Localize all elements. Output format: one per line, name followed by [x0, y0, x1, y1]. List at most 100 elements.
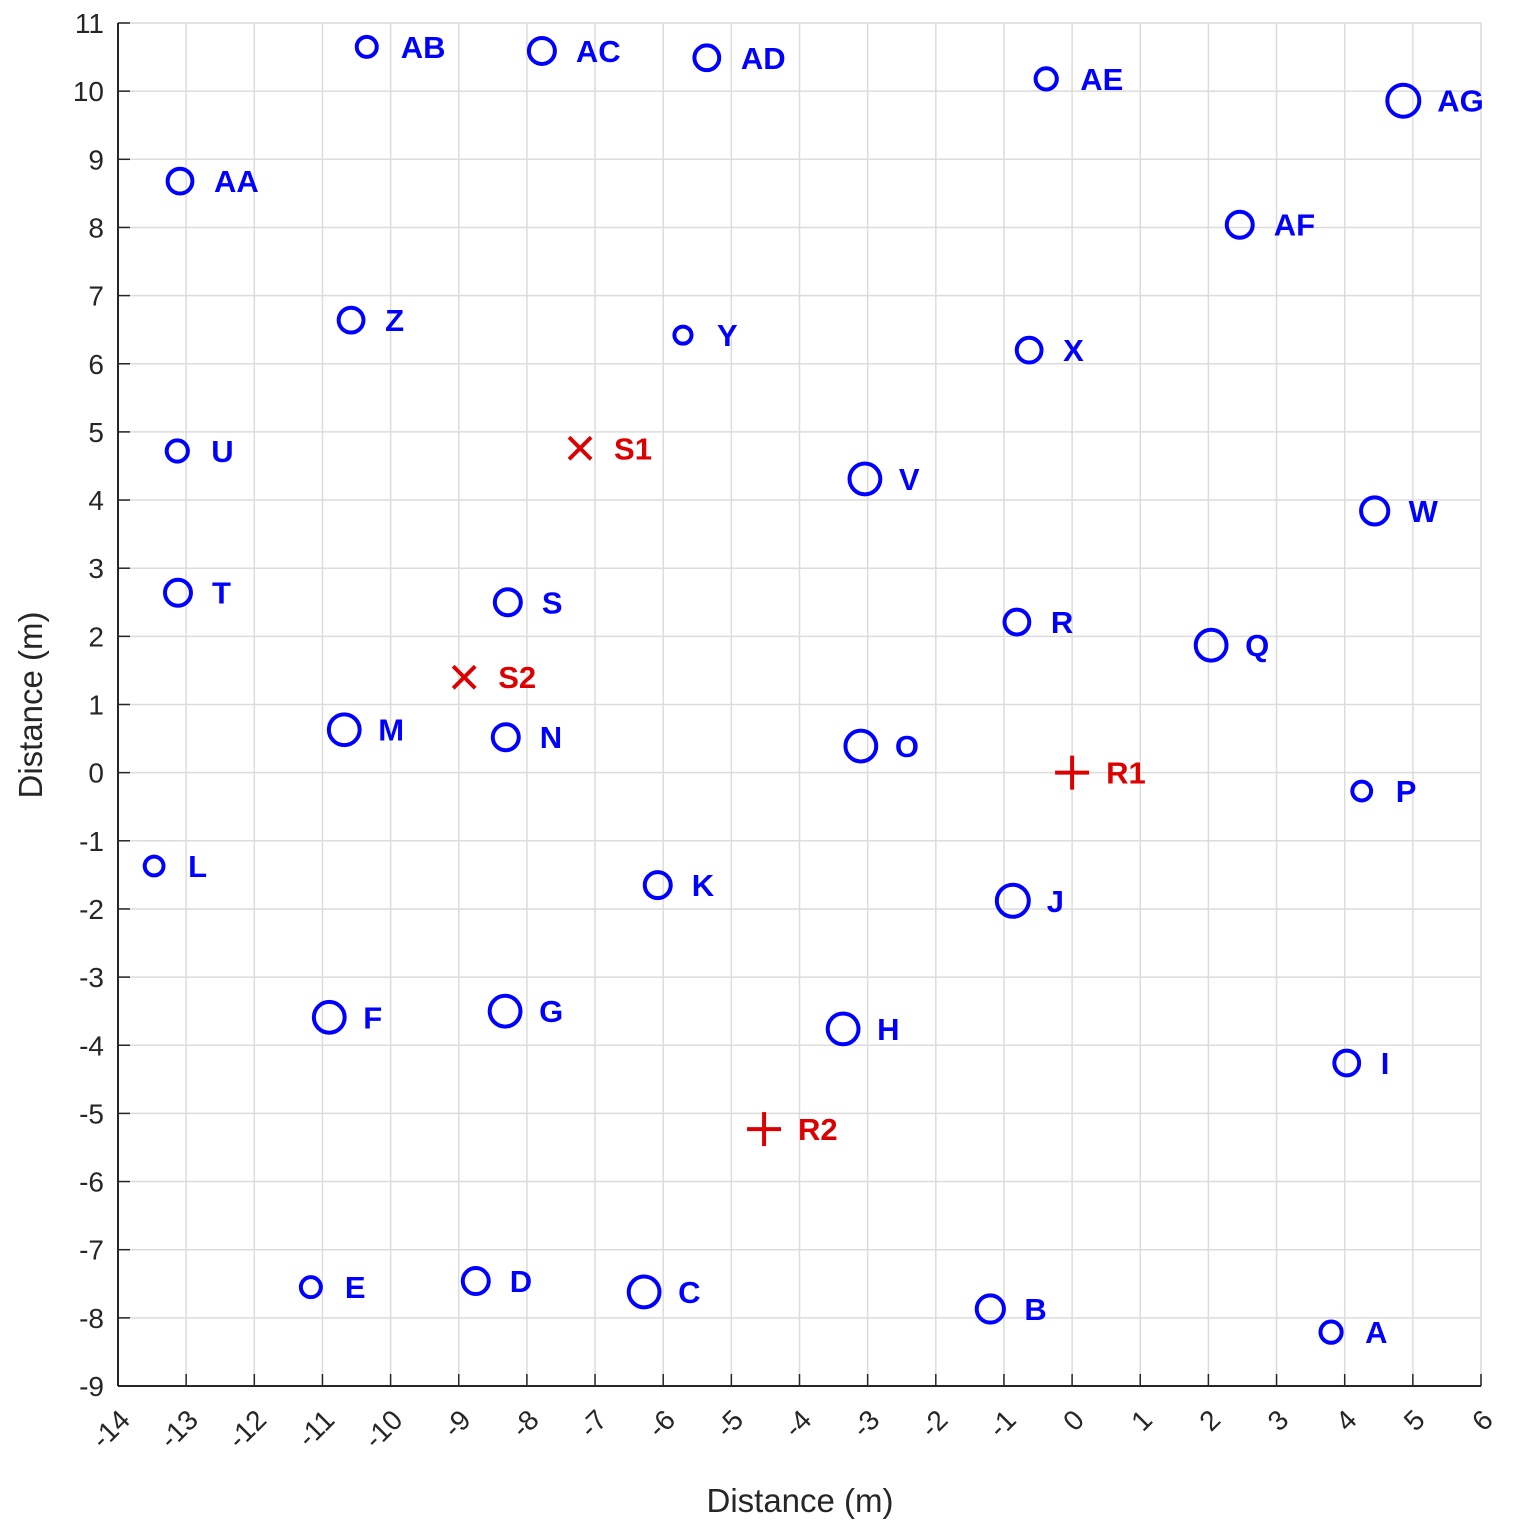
y-tick-label: -4: [79, 1030, 104, 1061]
x-tick-label: 5: [1398, 1404, 1431, 1437]
point-label: B: [1024, 1292, 1046, 1327]
x-tick-label: -5: [710, 1404, 750, 1444]
point-label: P: [1396, 774, 1417, 809]
x-tick-label: -11: [291, 1404, 340, 1453]
x-tick-label: -1: [982, 1404, 1022, 1444]
point-label: AG: [1437, 84, 1484, 119]
point-marker: [354, 34, 379, 59]
x-tick-label: -13: [154, 1404, 205, 1455]
point-marker: [1193, 627, 1229, 663]
point-label: V: [899, 462, 920, 497]
point-label: AD: [741, 41, 786, 76]
y-tick-label: -2: [79, 894, 104, 925]
y-axis-label: Distance (m): [12, 611, 49, 798]
point-label: M: [378, 713, 404, 748]
x-tick-label: -8: [505, 1404, 545, 1444]
point-label: I: [1381, 1046, 1390, 1081]
y-tick-label: -7: [79, 1235, 104, 1266]
point-marker: [847, 461, 883, 497]
y-tick-label: -1: [79, 826, 104, 857]
point-label: F: [363, 1000, 382, 1035]
point-label: S2: [498, 660, 536, 695]
point-label: A: [1365, 1315, 1387, 1350]
point-marker: [1359, 495, 1391, 527]
receiver-marker: [747, 1112, 782, 1147]
point-label: L: [188, 849, 207, 884]
y-tick-label: 0: [88, 758, 104, 789]
point-marker: [1385, 82, 1422, 119]
point-marker: [487, 993, 523, 1029]
point-marker: [336, 305, 366, 335]
x-tick-label: -9: [437, 1404, 477, 1444]
point-marker: [164, 438, 190, 464]
point-label: AF: [1274, 208, 1315, 243]
x-tick-label: -7: [573, 1404, 613, 1444]
x-tick-label: 2: [1193, 1404, 1226, 1437]
y-tick-label: 4: [88, 485, 104, 516]
source-marker: [451, 664, 477, 690]
point-label: AA: [214, 164, 259, 199]
point-label: X: [1063, 333, 1084, 368]
point-marker: [460, 1266, 491, 1297]
point-label: AE: [1080, 62, 1123, 97]
y-tick-label: -5: [79, 1098, 104, 1129]
point-marker: [526, 35, 557, 66]
point-marker: [1033, 66, 1059, 92]
point-marker: [825, 1011, 861, 1047]
point-marker: [492, 587, 523, 618]
x-axis-label: Distance (m): [706, 1482, 893, 1519]
x-tick-label: 0: [1057, 1404, 1090, 1437]
y-tick-label: 9: [88, 144, 104, 175]
point-marker: [1224, 209, 1255, 240]
point-label: D: [510, 1264, 532, 1299]
y-tick-label: -9: [79, 1371, 104, 1402]
x-tick-label: -2: [914, 1404, 954, 1444]
x-tick-label: -6: [642, 1404, 682, 1444]
point-label: K: [692, 868, 715, 903]
point-label: S: [542, 585, 563, 620]
point-label: C: [678, 1275, 700, 1310]
point-label: Y: [717, 318, 738, 353]
x-tick-label: 3: [1262, 1404, 1295, 1437]
point-marker: [642, 870, 673, 901]
x-tick-label: -12: [222, 1404, 273, 1455]
point-marker: [1332, 1048, 1362, 1078]
x-tick-label: 4: [1330, 1404, 1363, 1437]
point-label: Z: [385, 303, 404, 338]
point-label: N: [540, 720, 562, 755]
x-tick-label: -10: [358, 1404, 409, 1455]
y-tick-label: -8: [79, 1303, 104, 1334]
point-marker: [843, 728, 879, 764]
x-stroke: [567, 435, 593, 461]
point-label: Q: [1245, 628, 1269, 663]
x-tick-label: -3: [846, 1404, 886, 1444]
point-marker: [298, 1275, 323, 1300]
x-tick-label: 6: [1466, 1404, 1499, 1437]
point-marker: [626, 1274, 662, 1310]
point-label: J: [1047, 884, 1064, 919]
y-tick-label: 6: [88, 349, 104, 380]
point-marker: [1350, 779, 1374, 803]
point-label: W: [1409, 494, 1439, 529]
point-label: AB: [401, 30, 446, 65]
y-tick-label: 5: [88, 417, 104, 448]
y-tick-label: 7: [88, 281, 104, 312]
point-label: R1: [1106, 756, 1146, 791]
x-tick-label: -14: [85, 1404, 136, 1455]
point-label: E: [345, 1270, 366, 1305]
y-tick-label: -6: [79, 1167, 104, 1198]
point-label: S1: [614, 431, 652, 466]
y-tick-label: 11: [75, 8, 104, 39]
y-tick-label: -3: [79, 962, 104, 993]
point-marker: [165, 166, 195, 196]
source-marker: [567, 435, 593, 461]
y-tick-label: 3: [88, 553, 104, 584]
x-stroke: [451, 664, 477, 690]
point-label: T: [212, 576, 231, 611]
point-marker: [994, 882, 1031, 919]
y-tick-label: 1: [88, 690, 104, 721]
point-label: AC: [576, 34, 621, 69]
point-label: G: [539, 994, 563, 1029]
